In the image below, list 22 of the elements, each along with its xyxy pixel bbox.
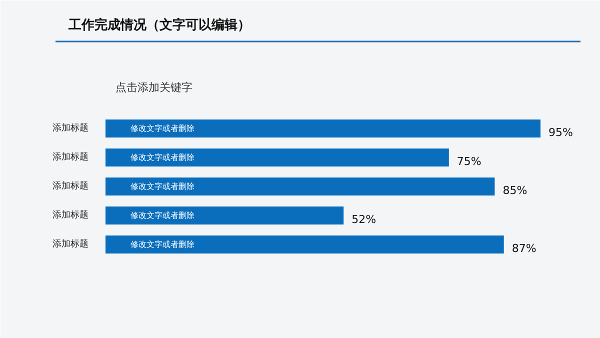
bar [106, 236, 504, 254]
annotation: 修改文字或者删除 [130, 211, 194, 220]
y-tick-label: 添加标题 [52, 122, 88, 134]
data-label: 87% [512, 242, 536, 255]
data-label: 85% [502, 184, 528, 197]
y-tick-label: 添加标题 [52, 210, 88, 220]
data-label: 75% [456, 155, 482, 168]
bar [106, 206, 344, 224]
chart-title: 工作完成情况（文字可以编辑） [68, 17, 250, 33]
y-tick-label: 添加标题 [52, 152, 88, 162]
y-tick-label: 添加标题 [52, 238, 88, 250]
annotation: 修改文字或者删除 [130, 124, 194, 133]
bar [106, 178, 495, 196]
annotation: 修改文字或者删除 [130, 153, 194, 162]
bar [106, 120, 540, 138]
data-label: 52% [352, 213, 376, 226]
chart-subtitle: 点击添加关键字 [116, 81, 192, 94]
annotation: 修改文字或者删除 [130, 240, 194, 249]
annotation: 修改文字或者删除 [130, 182, 194, 191]
bar [106, 148, 449, 166]
y-tick-label: 添加标题 [52, 180, 88, 192]
data-label: 95% [548, 126, 573, 139]
